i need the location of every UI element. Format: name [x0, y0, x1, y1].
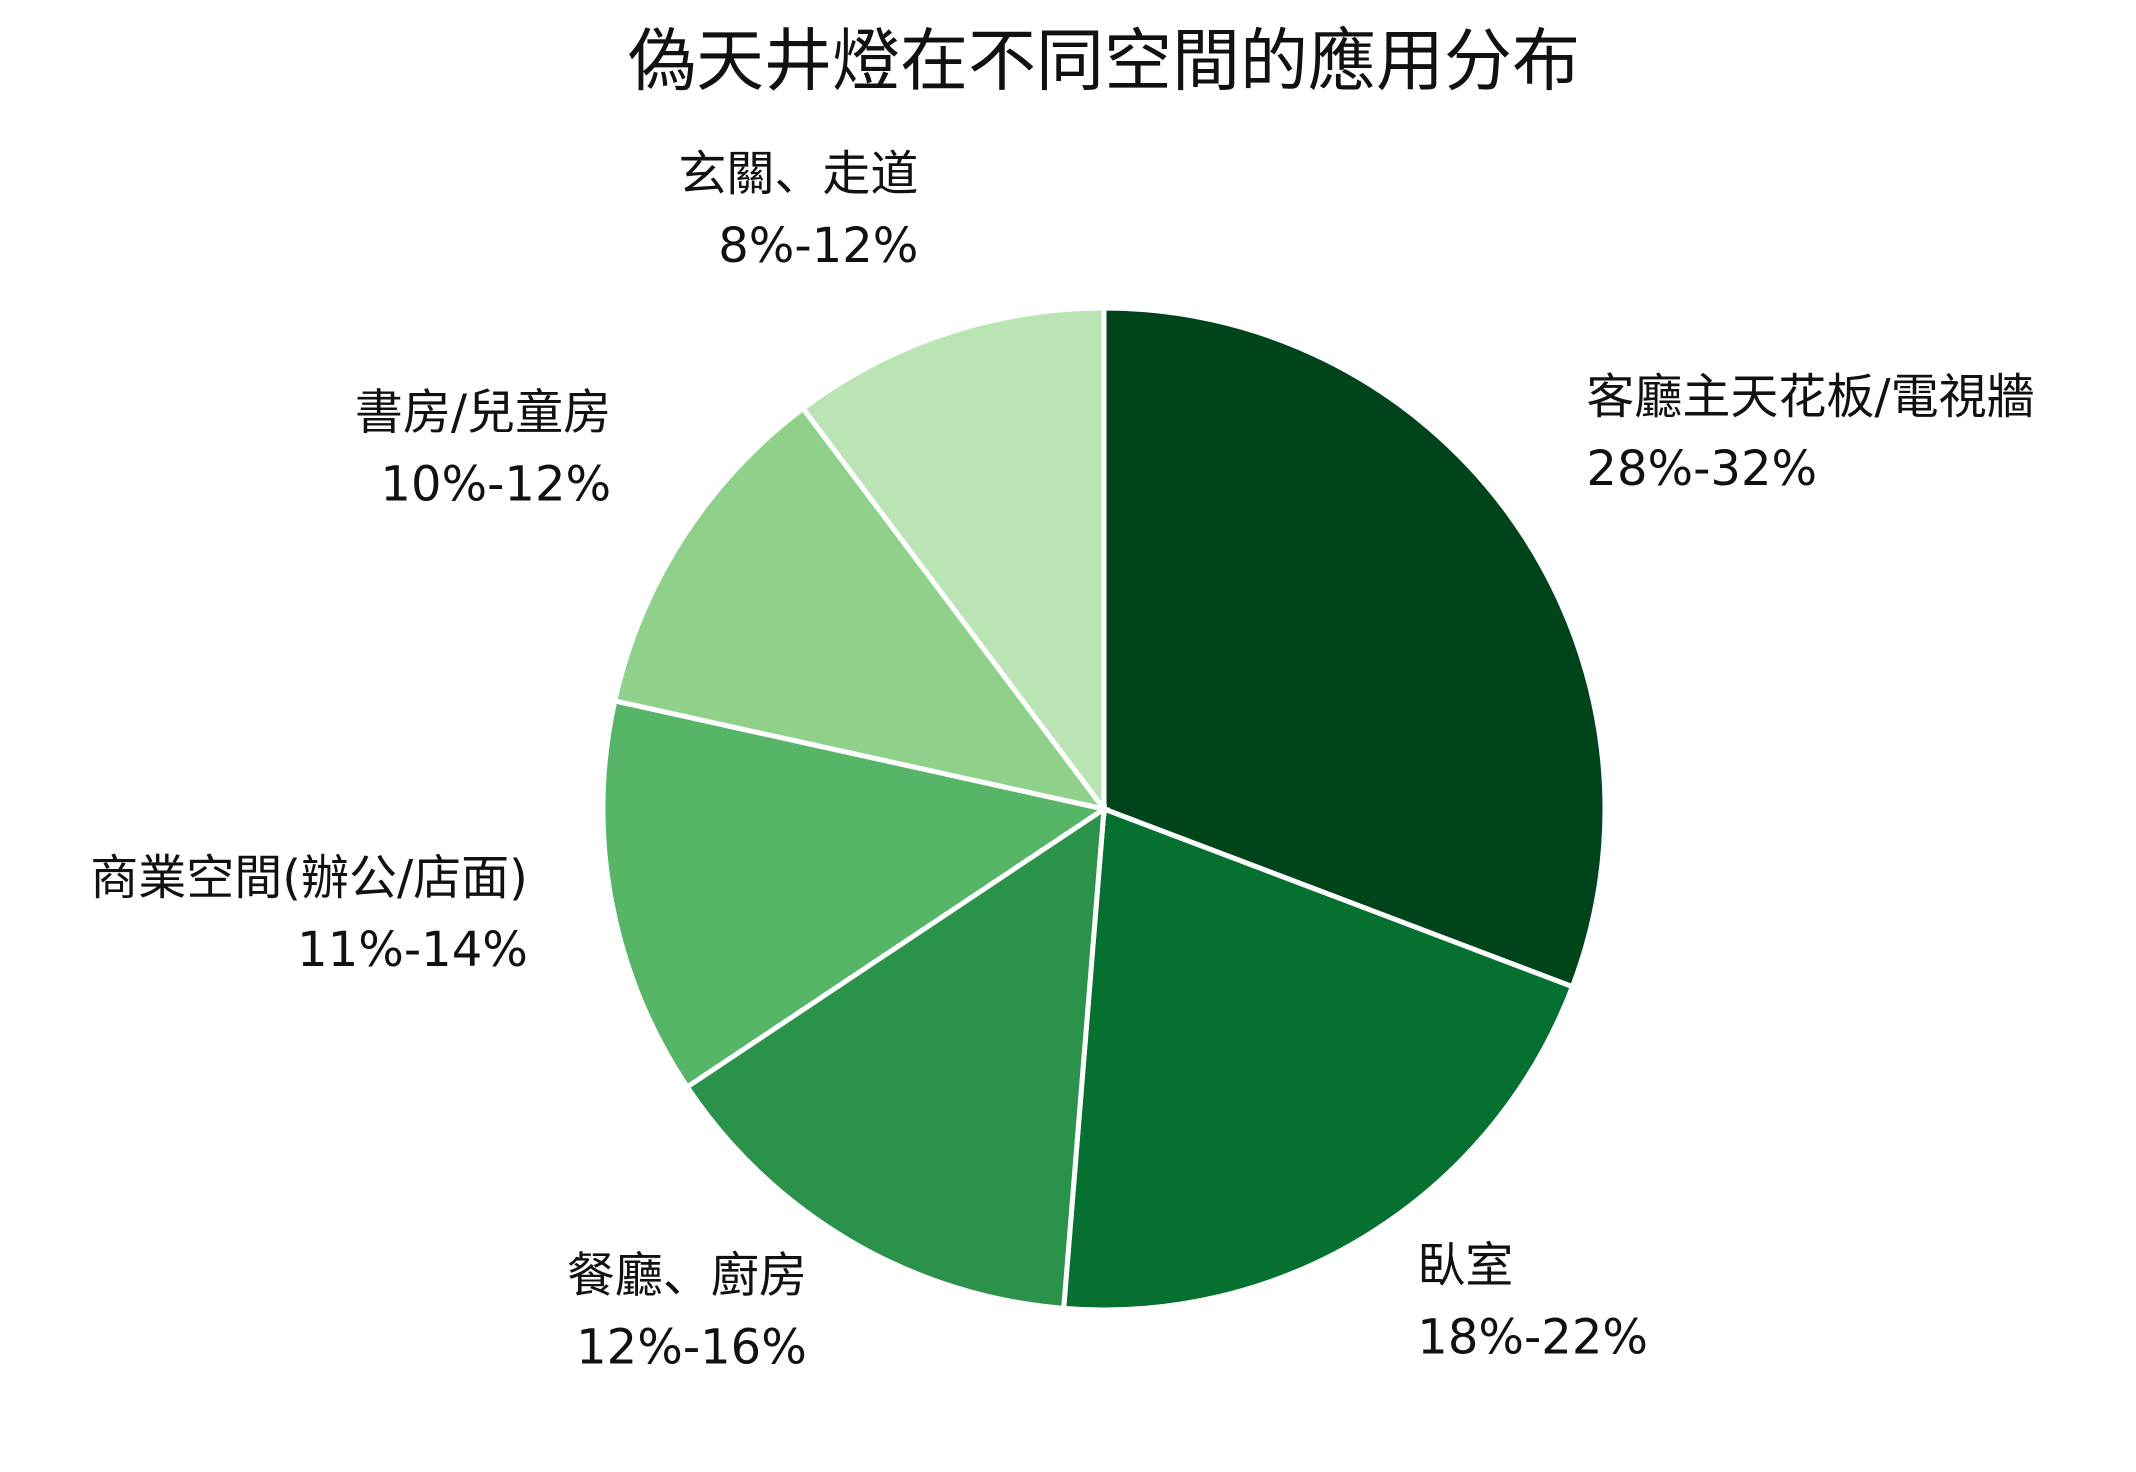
pie-slice — [611, 404, 1111, 813]
slice-label: 商業空間(辦公/店面) — [90, 850, 528, 906]
pie-slice — [1101, 305, 1608, 990]
slice-label: 書房/兒童房 — [355, 385, 611, 441]
slice-label: 玄關、走道 — [678, 146, 918, 202]
pie-slice — [799, 305, 1107, 817]
value-label: 18%-22% — [1417, 1309, 1648, 1365]
value-label: 10%-12% — [380, 457, 611, 513]
value-label: 11%-14% — [297, 922, 528, 978]
value-label: 28%-32% — [1586, 441, 1817, 497]
slice-label: 餐廳、廚房 — [567, 1247, 807, 1303]
value-label: 12%-16% — [576, 1319, 807, 1375]
pie-slice — [683, 804, 1107, 1312]
slice-label: 客廳主天花板/電視牆 — [1586, 369, 2034, 425]
slice-label: 臥室 — [1417, 1237, 1513, 1293]
pie-slice — [1060, 805, 1576, 1313]
pie-slice — [600, 697, 1111, 1091]
value-label: 8%-12% — [718, 218, 918, 274]
chart-title: 偽天井燈在不同空間的應用分布 — [628, 23, 1580, 102]
